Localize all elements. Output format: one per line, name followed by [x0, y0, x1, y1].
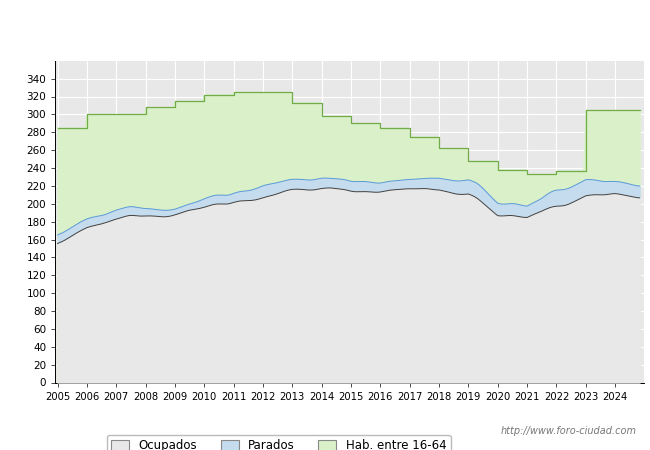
Legend: Ocupados, Parados, Hab. entre 16-64: Ocupados, Parados, Hab. entre 16-64	[107, 435, 451, 450]
Text: Muñana - Evolucion de la poblacion en edad de Trabajar Noviembre de 2024: Muñana - Evolucion de la poblacion en ed…	[81, 21, 569, 34]
Text: http://www.foro-ciudad.com: http://www.foro-ciudad.com	[501, 427, 637, 436]
